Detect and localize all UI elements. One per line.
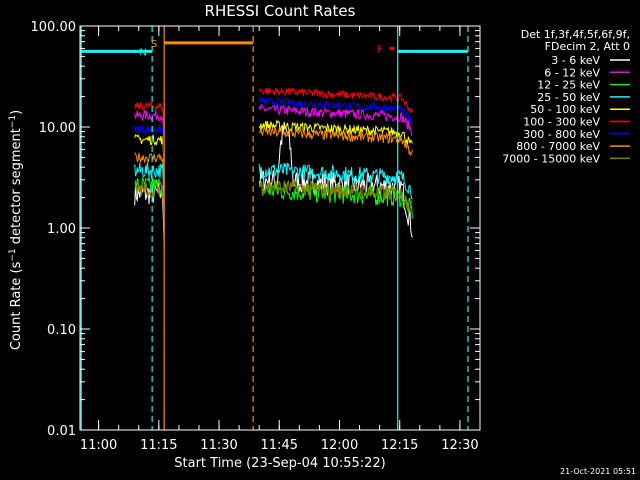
flag-label-n: N: [139, 47, 146, 58]
legend-label: 300 - 800 keV: [523, 128, 600, 141]
y-axis-label: Count Rate (s−1 detector segment−1): [8, 110, 24, 350]
series-25-50-kev-seg1: [134, 162, 165, 217]
series-300-800-kev-seg1: [134, 124, 165, 177]
series-12-25-kev-seg1: [134, 176, 165, 229]
x-tick-label: 11:00: [80, 438, 117, 453]
series-100-300-kev-seg1: [134, 100, 165, 157]
x-tick-label: 11:45: [261, 438, 298, 453]
legend-label: 100 - 300 keV: [523, 116, 600, 129]
x-axis-label: Start Time (23-Sep-04 10:55:22): [174, 456, 385, 471]
y-tick-label: 1.00: [47, 222, 76, 237]
legend-label: 7000 - 15000 keV: [502, 152, 600, 165]
series-50-100-kev-seg2: [258, 119, 413, 145]
data-layer: [134, 87, 413, 247]
y-axis-label-exp2: −1: [8, 115, 18, 128]
x-tick-label: 12:30: [441, 438, 478, 453]
series-7000-15000-kev-seg1: [134, 180, 165, 240]
series-50-100-kev-seg1: [134, 133, 165, 189]
y-tick-label: 0.01: [47, 424, 76, 439]
legend-label: 6 - 12 keV: [544, 66, 600, 79]
series-7000-15000-kev-seg2: [259, 178, 413, 213]
y-axis-label-main: Count Rate (s: [9, 261, 24, 350]
legend-header-line1: Det 1f,3f,4f,5f,6f,9f,: [521, 28, 630, 41]
x-tick-label: 12:15: [381, 438, 418, 453]
series-25-50-kev-seg2: [258, 162, 413, 200]
series-6-12-kev-seg1: [134, 108, 165, 162]
flag-label-f: F: [377, 44, 383, 55]
y-axis-label-close: ): [9, 110, 24, 115]
legend-label: 3 - 6 keV: [551, 54, 600, 67]
series-100-300-kev-seg2: [258, 87, 413, 114]
series-300-800-kev-seg2: [258, 96, 413, 126]
x-tick-label: 11:15: [140, 438, 177, 453]
generation-timestamp: 21-Oct-2021 05:51: [560, 467, 636, 476]
y-tick-label: 10.00: [39, 121, 76, 136]
y-tick-label: 0.10: [47, 323, 76, 338]
x-tick-label: 12:00: [321, 438, 358, 453]
chart-title: RHESSI Count Rates: [205, 2, 356, 20]
legend-header-line2: FDecim 2, Att 0: [545, 40, 630, 53]
series-6-12-kev-seg2: [258, 103, 413, 136]
series-800-7000-kev-seg1: [134, 152, 165, 205]
series-800-7000-kev-seg2: [258, 126, 413, 157]
y-tick-label: 100.00: [31, 20, 77, 35]
legend-label: 12 - 25 keV: [537, 79, 600, 92]
x-tick-label: 11:30: [200, 438, 237, 453]
axes-layer: 0.01 0.10 1.00 10.00 100.00 11:00 11:15 11:30 11…: [31, 20, 481, 453]
y-axis-label-exp1: −1: [8, 248, 18, 261]
y-axis-label-middle: detector segment: [9, 128, 24, 248]
legend-label: 800 - 7000 keV: [516, 140, 600, 153]
legend-label: 25 - 50 keV: [537, 91, 600, 104]
legend-label: 50 - 100 keV: [530, 103, 600, 116]
flag-label-s: S: [151, 39, 157, 50]
